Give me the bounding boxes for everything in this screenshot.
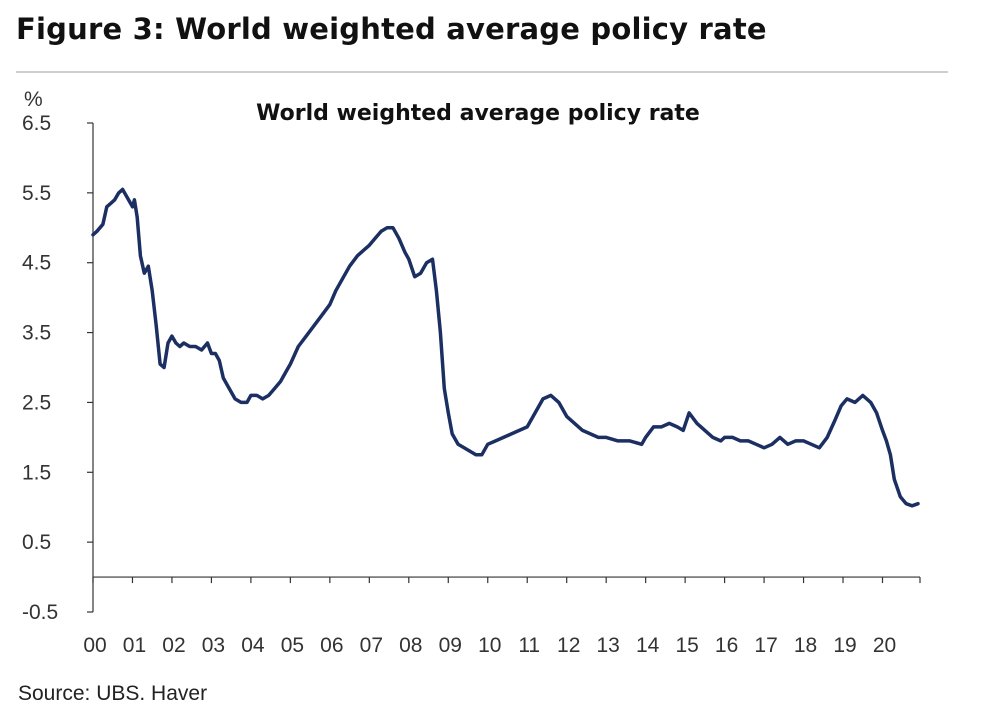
y-tick-label: 2.5	[22, 391, 51, 414]
x-tick-label: 11	[518, 634, 540, 657]
x-tick-label: 07	[360, 634, 383, 657]
x-tick-label: 19	[833, 634, 856, 657]
x-tick-label: 00	[83, 634, 106, 657]
series-line	[91, 187, 920, 508]
y-tick-label: 1.5	[22, 461, 51, 484]
x-tick-label: 18	[794, 634, 817, 657]
x-tick-label: 03	[202, 634, 225, 657]
y-tick-label: 5.5	[22, 182, 51, 205]
y-tick-label: -0.5	[22, 601, 58, 624]
x-tick-label: 05	[281, 634, 304, 657]
x-tick-label: 13	[596, 634, 619, 657]
y-tick-label: 4.5	[22, 252, 51, 275]
x-tick-label: 09	[439, 634, 462, 657]
x-tick-label: 10	[478, 634, 501, 657]
x-tick-label: 20	[873, 634, 896, 657]
x-tick-label: 12	[557, 634, 580, 657]
x-tick-label: 14	[636, 634, 660, 657]
x-tick-label: 06	[320, 634, 343, 657]
x-tick-label: 01	[123, 634, 146, 657]
title-divider	[16, 71, 948, 73]
source-note: Source: UBS. Haver	[18, 682, 208, 705]
x-tick-label: 02	[162, 634, 185, 657]
y-tick-label: 3.5	[22, 322, 51, 345]
y-tick-label: 0.5	[22, 531, 51, 554]
x-tick-label: 04	[241, 634, 265, 657]
x-tick-label: 15	[675, 634, 698, 657]
figure-title: Figure 3: World weighted average policy …	[16, 12, 767, 46]
y-axis-unit-label: %	[24, 88, 43, 111]
x-tick-label: 08	[399, 634, 422, 657]
y-tick-label: 6.5	[22, 112, 51, 135]
x-tick-label: 17	[754, 634, 777, 657]
chart-title: World weighted average policy rate	[256, 101, 700, 126]
x-tick-label: 16	[715, 634, 738, 657]
